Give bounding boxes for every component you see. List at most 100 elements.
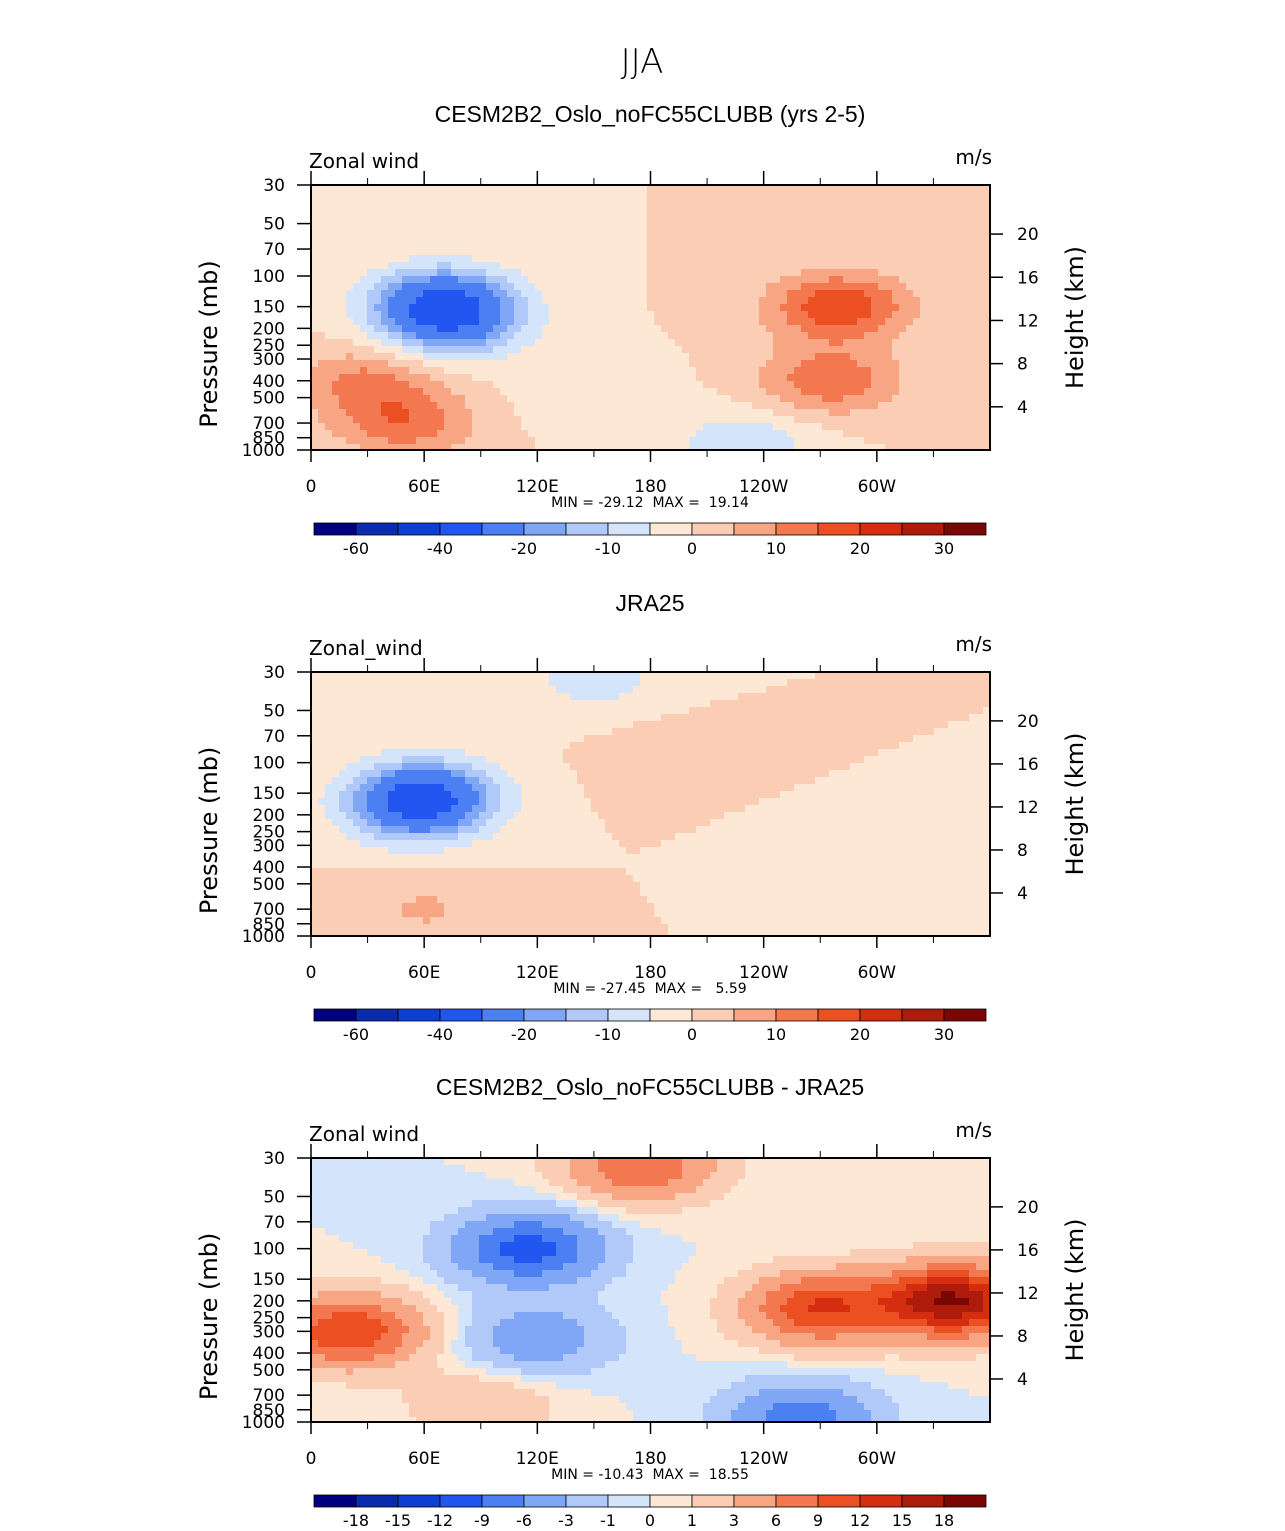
contour-cell	[402, 297, 410, 305]
contour-cell	[731, 437, 739, 445]
contour-cell	[479, 255, 487, 263]
contour-cell	[619, 311, 627, 319]
contour-cell	[983, 381, 990, 389]
contour-cell	[472, 325, 480, 333]
contour-cell	[514, 325, 522, 333]
contour-cell	[353, 402, 361, 410]
contour-cell	[703, 374, 711, 382]
contour-cell	[332, 749, 340, 757]
contour-cell	[661, 283, 669, 291]
contour-cell	[675, 416, 683, 424]
contour-cell	[479, 409, 487, 417]
contour-cell	[605, 409, 613, 417]
contour-cell	[941, 395, 949, 403]
contour-cell	[878, 721, 886, 729]
contour-cell	[654, 686, 662, 694]
contour-cell	[752, 742, 760, 750]
contour-cell	[885, 693, 893, 701]
contour-cell	[710, 728, 718, 736]
contour-cell	[570, 742, 578, 750]
contour-cell	[829, 749, 837, 757]
contour-cell	[885, 269, 893, 277]
contour-cell	[416, 353, 424, 361]
contour-cell	[759, 192, 767, 200]
contour-cell	[507, 714, 515, 722]
contour-cell	[591, 437, 599, 445]
contour-cell	[780, 679, 788, 687]
contour-cell	[619, 185, 627, 193]
contour-cell	[633, 444, 641, 450]
contour-cell	[507, 430, 515, 438]
contour-cell	[633, 234, 641, 242]
contour-cell	[640, 290, 648, 298]
contour-cell	[675, 437, 683, 445]
contour-cell	[955, 346, 963, 354]
contour-cell	[843, 728, 851, 736]
contour-cell	[682, 360, 690, 368]
contour-cell	[766, 721, 774, 729]
contour-cell	[577, 416, 585, 424]
contour-cell	[619, 213, 627, 221]
contour-cell	[367, 686, 375, 694]
contour-cell	[472, 290, 480, 298]
contour-cell	[857, 346, 865, 354]
contour-cell	[738, 227, 746, 235]
contour-cell	[640, 721, 648, 729]
contour-cell	[339, 185, 347, 193]
contour-cell	[829, 395, 837, 403]
contour-cell	[311, 707, 319, 715]
contour-cell	[731, 679, 739, 687]
contour-cell	[367, 227, 375, 235]
contour-cell	[458, 192, 466, 200]
contour-cell	[423, 276, 431, 284]
contour-cell	[339, 276, 347, 284]
contour-cell	[514, 381, 522, 389]
contour-cell	[808, 430, 816, 438]
contour-cell	[864, 297, 872, 305]
contour-cell	[885, 402, 893, 410]
contour-cell	[983, 409, 990, 417]
contour-cell	[815, 227, 823, 235]
contour-cell	[444, 672, 452, 680]
contour-cell	[969, 199, 977, 207]
contour-cell	[773, 721, 781, 729]
colorbar-label: -60	[343, 539, 369, 558]
contour-cell	[857, 735, 865, 743]
contour-cell	[612, 318, 620, 326]
contour-cell	[857, 672, 865, 680]
contour-cell	[556, 248, 564, 256]
contour-cell	[850, 381, 858, 389]
contour-cell	[843, 353, 851, 361]
contour-cell	[780, 721, 788, 729]
contour-cell	[549, 693, 557, 701]
contour-cell	[689, 735, 697, 743]
contour-cell	[612, 693, 620, 701]
contour-cell	[871, 388, 879, 396]
contour-cell	[731, 255, 739, 263]
contour-cell	[318, 262, 326, 270]
contour-cell	[416, 199, 424, 207]
contour-cell	[311, 423, 319, 431]
contour-cell	[535, 437, 543, 445]
contour-cell	[759, 241, 767, 249]
contour-cell	[752, 276, 760, 284]
contour-cell	[353, 700, 361, 708]
contour-cell	[451, 735, 459, 743]
contour-cell	[346, 423, 354, 431]
contour-cell	[864, 416, 872, 424]
contour-cell	[738, 325, 746, 333]
contour-cell	[388, 332, 396, 340]
contour-cell	[402, 735, 410, 743]
contour-cell	[612, 311, 620, 319]
contour-cell	[647, 241, 655, 249]
contour-cell	[353, 686, 361, 694]
contour-cell	[458, 227, 466, 235]
contour-cell	[969, 423, 977, 431]
contour-cell	[395, 714, 403, 722]
contour-cell	[465, 728, 473, 736]
contour-cell	[437, 220, 445, 228]
contour-cell	[857, 700, 865, 708]
contour-cell	[381, 437, 389, 445]
contour-cell	[948, 374, 956, 382]
contour-cell	[843, 374, 851, 382]
